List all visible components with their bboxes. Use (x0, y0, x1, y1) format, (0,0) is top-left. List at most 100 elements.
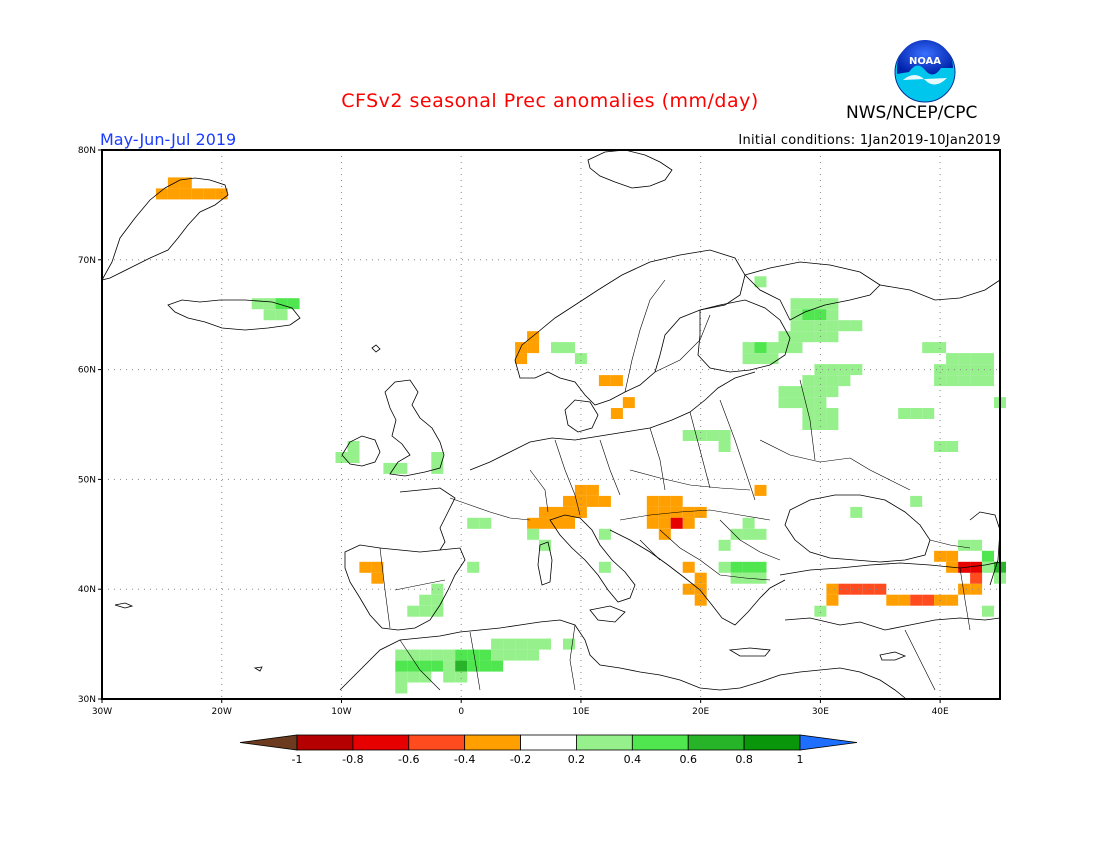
anomaly-cell (802, 397, 815, 409)
colorbar-box (631, 734, 689, 751)
anomaly-cell (814, 375, 827, 387)
anomaly-cell (814, 309, 827, 321)
anomaly-cell (527, 342, 540, 354)
anomaly-cell (539, 539, 551, 551)
colorbar-box (687, 734, 745, 751)
anomaly-cell (814, 605, 827, 617)
lat-tick-label: 70N (78, 256, 96, 266)
anomaly-cell (958, 364, 971, 376)
colorbar-tick-label: 0.4 (624, 753, 642, 766)
anomaly-cell (574, 353, 587, 365)
anomaly-cell (802, 298, 815, 310)
anomaly-cell (946, 550, 959, 562)
anomaly-cell (802, 309, 815, 321)
anomaly-cell (958, 539, 971, 551)
anomaly-cell (802, 419, 815, 430)
anomaly-cell (455, 671, 468, 683)
anomaly-cell (479, 649, 492, 661)
anomaly-cell (898, 594, 911, 606)
anomaly-cell (754, 484, 767, 496)
anomaly-cell (826, 594, 839, 606)
anomaly-cell (970, 364, 983, 376)
anomaly-cell (934, 342, 947, 354)
colorbar-box (352, 734, 410, 751)
colorbar-tick-label: 0.2 (568, 753, 586, 766)
map-frame (101, 149, 1001, 700)
anomaly-cell (706, 430, 719, 441)
anomaly-cell (563, 638, 575, 650)
colorbar-tick-label: -0.4 (454, 753, 475, 766)
anomaly-cell (982, 550, 994, 562)
anomaly-cell (730, 528, 743, 540)
anomaly-cell (778, 342, 791, 354)
coastline-balkans (609, 529, 786, 626)
coastline-madeira (253, 666, 263, 672)
anomaly-cell (910, 495, 923, 507)
colorbar-box (743, 734, 801, 751)
anomaly-cell (563, 495, 575, 507)
anomaly-cell (431, 583, 444, 595)
organization-label: NWS/NCEP/CPC (846, 103, 978, 123)
anomaly-cell (539, 506, 551, 518)
colorbar-tick-label: 1 (797, 753, 804, 766)
anomaly-cell (443, 671, 456, 683)
anomaly-cell (419, 594, 432, 606)
colorbar-box (464, 734, 521, 751)
anomaly-cell (946, 375, 959, 387)
anomaly-cell (646, 517, 659, 529)
anomaly-cell (263, 298, 276, 310)
anomaly-cell (251, 298, 264, 310)
anomaly-cell (814, 419, 827, 430)
anomaly-cell (574, 506, 587, 518)
anomaly-cell (934, 550, 947, 562)
anomaly-cell (658, 506, 671, 518)
anomaly-cell (886, 594, 899, 606)
anomaly-cell (467, 660, 480, 672)
coastline-denmark (564, 399, 599, 433)
coastline-cyprus (879, 651, 907, 661)
anomaly-cell (419, 660, 432, 672)
anomaly-cell (730, 572, 743, 584)
colorbar-tick-label: -0.8 (342, 753, 363, 766)
anomaly-cell (371, 572, 384, 584)
anomaly-cell (598, 375, 611, 387)
anomaly-cell (814, 408, 827, 419)
anomaly-cell (455, 649, 468, 661)
anomaly-cell (790, 298, 803, 310)
anomaly-cell (850, 506, 863, 518)
anomaly-cell (670, 517, 683, 529)
anomaly-cell (610, 408, 623, 419)
anomaly-cell (491, 638, 504, 650)
anomaly-cell (574, 495, 587, 507)
anomaly-cell (742, 353, 755, 365)
anomaly-cell (395, 682, 408, 694)
anomaly-cell (958, 375, 971, 387)
anomaly-cell (838, 320, 851, 332)
anomaly-cell (431, 605, 444, 617)
anomaly-cell (503, 638, 516, 650)
anomaly-cell (431, 452, 444, 463)
lat-tick-label: 50N (78, 475, 96, 485)
anomaly-cell (742, 528, 755, 540)
anomaly-cell (527, 638, 540, 650)
anomaly-cell (778, 386, 791, 398)
anomaly-cell (527, 331, 540, 343)
anomaly-cell (263, 309, 276, 321)
anomaly-cell (563, 517, 575, 529)
anomaly-cell (718, 539, 731, 551)
anomaly-cell (838, 364, 851, 376)
anomaly-field (155, 177, 1006, 694)
anomaly-cell (179, 188, 192, 200)
anomaly-cell (802, 331, 815, 343)
anomaly-cell (826, 419, 839, 430)
anomaly-cell (395, 462, 408, 474)
anomaly-cell (515, 638, 528, 650)
anomaly-cell (275, 298, 288, 310)
anomaly-cell (814, 298, 827, 310)
lon-tick-label: 30E (812, 707, 829, 717)
period-label: May-Jun-Jul 2019 (100, 130, 237, 149)
anomaly-cell (946, 594, 959, 606)
anomaly-cell (347, 441, 360, 452)
coastline-black-sea (784, 494, 931, 563)
anomaly-cell (826, 583, 839, 595)
